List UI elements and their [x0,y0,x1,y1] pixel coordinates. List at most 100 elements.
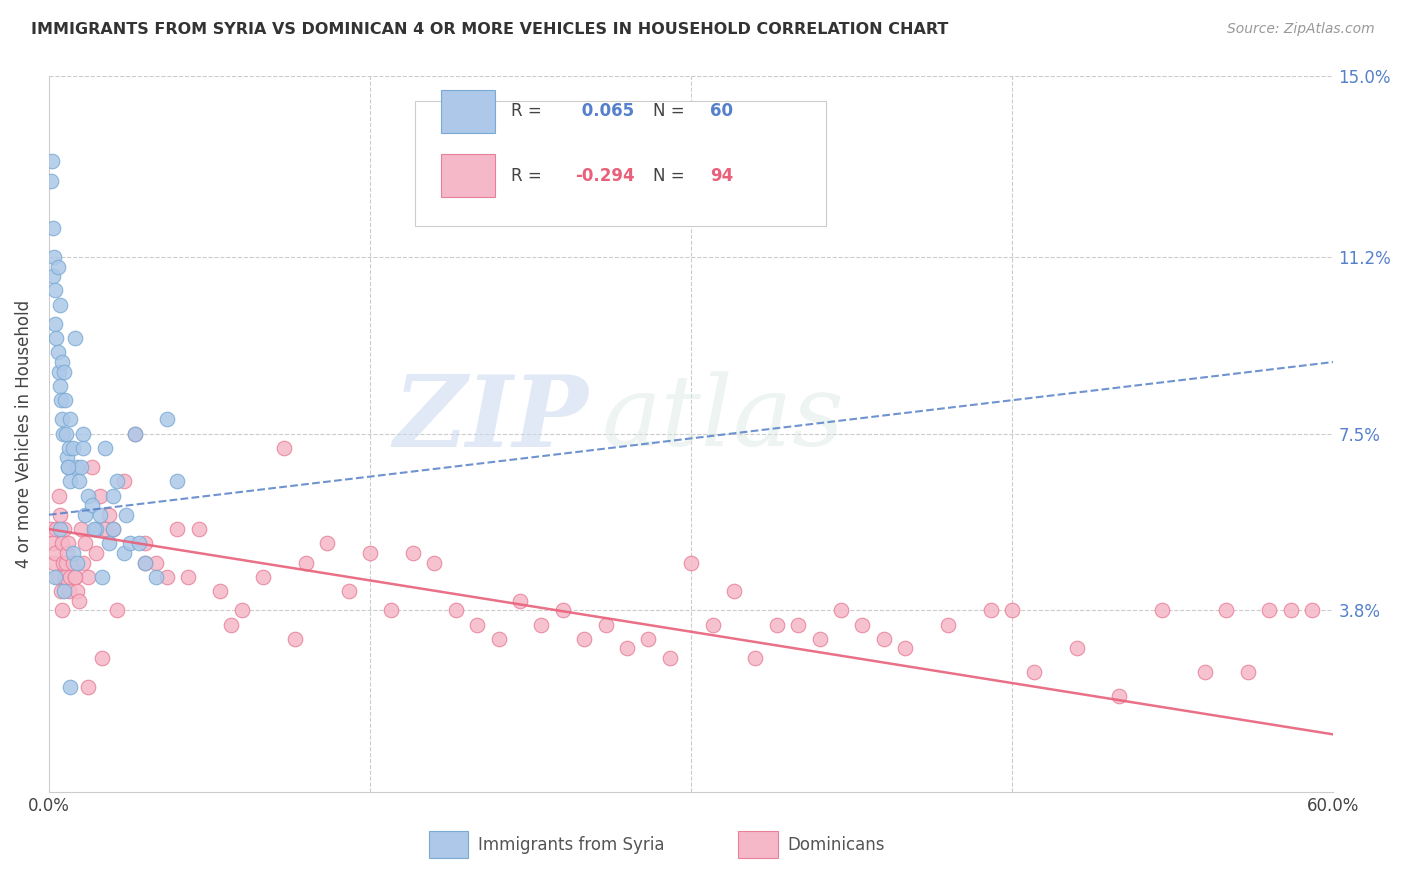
Point [46,345,69,359]
Point [45,522,67,536]
Text: N =: N = [652,103,689,120]
Point [744,651,766,665]
Point [1022,665,1045,680]
Point [830,603,852,617]
Point [359,546,381,560]
Text: Dominicans: Dominicans [787,836,884,854]
Point [53,570,76,584]
Point [39,173,62,187]
Point [765,617,787,632]
Point [1066,641,1088,656]
Point [134,536,156,550]
Point [1258,603,1281,617]
Point [444,603,467,617]
Point [273,441,295,455]
Point [89,489,111,503]
Point [97,508,120,522]
Point [41,154,63,169]
Point [58,584,80,599]
Point [52,522,75,536]
Point [124,426,146,441]
Point [55,426,77,441]
Point [103,522,125,536]
Point [337,584,360,599]
Point [423,556,446,570]
Point [808,632,831,646]
Point [76,680,98,694]
Point [851,617,873,632]
Point [44,556,66,570]
Point [67,593,90,607]
Point [530,617,553,632]
Point [1152,603,1174,617]
Text: -0.294: -0.294 [575,167,636,185]
Point [51,536,73,550]
Point [509,593,531,607]
Point [936,617,959,632]
Point [97,536,120,550]
Point [63,570,86,584]
Point [55,556,77,570]
Point [44,317,66,331]
Point [63,331,86,345]
Point [51,412,73,426]
Point [120,536,142,550]
Point [873,632,896,646]
Point [980,603,1002,617]
Point [62,546,84,560]
Point [75,508,97,522]
Point [44,284,66,298]
Point [103,522,125,536]
Point [72,556,94,570]
Point [112,475,135,489]
Point [62,441,84,455]
Point [49,584,72,599]
Point [62,556,84,570]
Point [75,536,97,550]
Point [894,641,917,656]
Point [48,522,70,536]
Point [219,617,242,632]
Point [42,221,65,235]
Point [44,250,66,264]
Point [91,651,114,665]
Point [89,508,111,522]
Text: 60: 60 [710,103,734,120]
Point [595,617,617,632]
Point [42,536,65,550]
Point [166,522,188,536]
Point [58,441,80,455]
Point [295,556,318,570]
Text: Immigrants from Syria: Immigrants from Syria [478,836,665,854]
Point [51,355,73,369]
Point [48,365,70,379]
Point [402,546,425,560]
Text: atlas: atlas [602,372,844,467]
Text: ZIP: ZIP [394,371,589,467]
Point [48,508,70,522]
Point [59,570,82,584]
Point [70,522,93,536]
Point [52,584,75,599]
Point [70,460,93,475]
Point [616,641,638,656]
Point [156,570,179,584]
Point [72,426,94,441]
Point [58,536,80,550]
Point [107,475,129,489]
Point [103,489,125,503]
Point [52,426,75,441]
Point [45,331,67,345]
FancyBboxPatch shape [440,90,495,133]
Point [1001,603,1024,617]
Point [134,556,156,570]
Point [124,426,146,441]
Point [93,522,115,536]
Point [187,522,209,536]
Point [465,617,488,632]
Point [145,556,167,570]
Point [145,570,167,584]
Point [51,603,73,617]
Point [1279,603,1302,617]
Point [134,556,156,570]
